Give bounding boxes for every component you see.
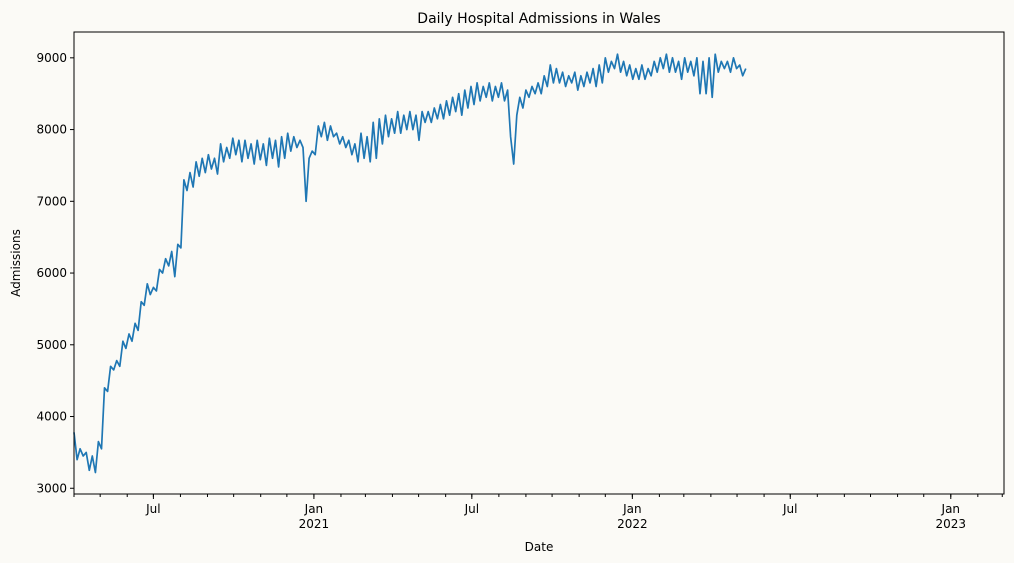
y-tick-label: 9000 [36,51,67,65]
x-tick-label: Jul [145,502,160,516]
x-tick-label: Jan [304,502,324,516]
x-tick-label: Jan [622,502,642,516]
x-tick-label: Jul [464,502,479,516]
plot-background [74,32,1004,494]
x-tick-year-label: 2021 [299,517,330,531]
x-tick-label: Jul [782,502,797,516]
x-axis-title: Date [525,540,554,554]
y-axis-title: Admissions [9,229,23,297]
x-tick-label: Jan [941,502,961,516]
y-tick-label: 5000 [36,338,67,352]
y-axis-ticks: 3000 4000 5000 6000 7000 8000 9000 [36,51,74,495]
x-tick-year-label: 2022 [617,517,648,531]
y-tick-label: 6000 [36,266,67,280]
x-tick-year-label: 2023 [936,517,967,531]
y-tick-label: 3000 [36,481,67,495]
plot-frame [73,31,1005,495]
y-tick-label: 4000 [36,410,67,424]
series-line-admissions [73,53,747,474]
y-tick-label: 8000 [36,123,67,137]
y-tick-label: 7000 [36,194,67,208]
chart-title: Daily Hospital Admissions in Wales [417,11,660,27]
